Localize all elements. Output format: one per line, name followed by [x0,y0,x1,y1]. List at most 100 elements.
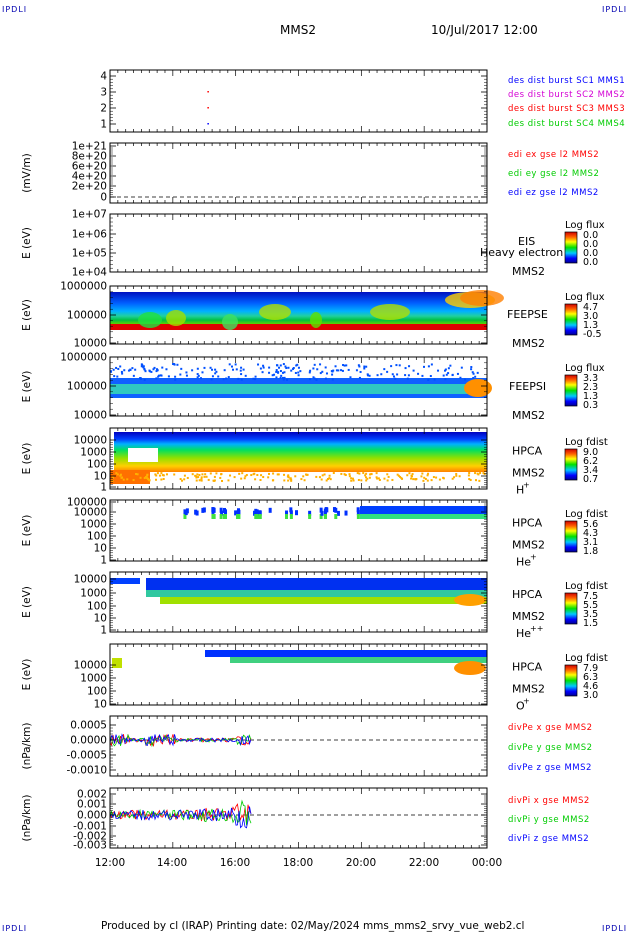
colorbar [564,448,578,481]
hpca-h-spectrogram-pixel [340,472,343,475]
hpca-h-spectrogram-pixel [306,473,309,476]
hpca-h-spectrogram-pixel [173,473,176,476]
feepsi-spectrogram-pixel [456,372,459,375]
y-axis-label: E (eV) [21,371,33,403]
feepsi-spectrogram-pixel [196,367,199,370]
hpca-h-spectrogram-pixel [348,473,351,476]
hpca-h-spectrogram-pixel [183,474,186,477]
legend-entry: des dist burst SC3 MMS3 [508,104,625,114]
colorbar-tick: 6.3 [583,672,598,683]
hpca-he-spectrogram-pixel [356,514,360,519]
hpca-h-spectrogram-pixel [238,472,241,475]
colorbar-title: Log flux [565,363,605,374]
y-tick-label: 100 [87,601,107,613]
hpca-he2-spectrogram-patch [110,578,140,584]
hpca-h-spectrogram-pixel [483,472,486,475]
spacecraft-label: MMS2 [512,683,545,696]
hpca-he-spectrogram-pixel [289,514,293,519]
y-tick-label: 4e+20 [72,171,107,183]
hpca-h-spectrogram-pixel [370,472,373,475]
colorbar-tick: 7.9 [583,663,598,674]
feepsi-spectrogram-pixel [228,363,231,366]
hpca-h-spectrogram-pixel [368,476,371,479]
colorbar-title: Log flux [565,220,605,231]
hpca-h-spectrogram-pixel [283,473,286,476]
colorbar-tick: 6.2 [583,456,598,467]
hpca-h-spectrogram-pixel [111,479,114,482]
hpca-h-spectrogram-pixel [289,477,292,480]
feepsi-spectrogram-pixel [196,376,199,379]
hpca-h-spectrogram-pixel [386,479,389,482]
feepsi-spectrogram-pixel [223,369,226,372]
feepsi-spectrogram-pixel [174,378,177,381]
hpca-h-spectrogram-pixel [378,478,381,481]
y-tick-label: 1000 [80,673,107,685]
feepsi-spectrogram-pixel [211,375,214,378]
y-tick-label: 100 [87,686,107,698]
spacecraft-label: MMS2 [512,467,545,480]
feepsi-spectrogram-pixel [313,377,316,380]
hpca-h-spectrogram-pixel [468,472,471,475]
feepsi-spectrogram-pixel [140,365,143,368]
hpca-h-spectrogram-pixel [328,474,331,477]
hpca-he-spectrogram-pixel [344,510,348,516]
feepsi-spectrogram-pixel [275,369,278,372]
feepsi-spectrogram-pixel [281,371,284,374]
feepsi-spectrogram-pixel [357,364,360,367]
feepsi-spectrogram-patch [464,379,492,397]
feepsi-spectrogram-pixel [472,376,475,379]
hpca-h-spectrogram-pixel [194,474,197,477]
colorbar-tick: 0.3 [583,400,598,411]
feepsi-spectrogram-pixel [449,364,452,367]
hpca-h-spectrogram-pixel [350,479,353,482]
hpca-h-spectrogram-pixel [386,473,389,476]
hpca-h-spectrogram-pixel [406,474,409,477]
hpca-h-spectrogram-pixel [411,475,414,478]
feepsi-spectrogram-pixel [232,368,235,371]
feepsi-spectrogram-pixel [240,373,243,376]
feepsi-spectrogram-pixel [155,377,158,380]
feepsi-spectrogram-pixel [464,378,467,381]
colorbar [564,592,578,625]
feepsi-spectrogram-pixel [279,364,282,367]
feepsi-spectrogram-pixel [335,369,338,372]
feepsi-spectrogram-pixel [234,363,237,366]
feepsi-spectrogram-pixel [227,376,230,379]
hpca-h-spectrogram-pixel [262,476,265,479]
hpca-he-spectrogram-pixel [195,510,199,516]
hpca-h-spectrogram-pixel [119,473,122,476]
y-tick-label: 10000 [74,507,107,519]
y-tick-label: 10 [94,471,107,483]
colorbar-tick: 4.3 [583,528,598,539]
feepse-spectrogram-patch [370,304,410,320]
hpca-h-spectrogram-pixel [191,473,194,476]
hpca-h-spectrogram-pixel [477,473,480,476]
hpca-h-spectrogram-pixel [221,479,224,482]
hpca-h-spectrogram-pixel [352,479,355,482]
feepsi-spectrogram-pixel [408,365,411,368]
hpca-h-spectrogram-pixel [186,476,189,479]
hpca-he-spectrogram-pixel [202,507,206,513]
hpca-h-spectrogram-pixel [181,479,184,482]
feepsi-spectrogram-pixel [404,374,407,377]
hpca-h-spectrogram-pixel [422,479,425,482]
y-tick-label: 0.001 [77,799,107,811]
spacecraft-label: MMS2 [512,265,545,278]
hpca-h-spectrogram-pixel [420,475,423,478]
hpca-h-spectrogram-pixel [162,474,165,477]
hpca-h-spectrogram-pixel [220,473,223,476]
time-axis-label: 18:00 [283,857,313,869]
feepsi-spectrogram-pixel [292,367,295,370]
feepsi-spectrogram-pixel [203,366,206,369]
feepsi-spectrogram-pixel [325,372,328,375]
hpca-h-spectrogram-pixel [369,473,372,476]
feepsi-spectrogram-pixel [358,376,361,379]
spacecraft-label: MMS2 [512,337,545,350]
feepsi-spectrogram-pixel [217,375,220,378]
y-tick-label: 1 [100,482,107,494]
feepsi-spectrogram-pixel [285,367,288,370]
feepsi-spectrogram-pixel [116,375,119,378]
hpca-h-spectrogram-pixel [305,473,308,476]
hpca-h-spectrogram-pixel [148,479,151,482]
feepsi-spectrogram-pixel [472,372,475,375]
